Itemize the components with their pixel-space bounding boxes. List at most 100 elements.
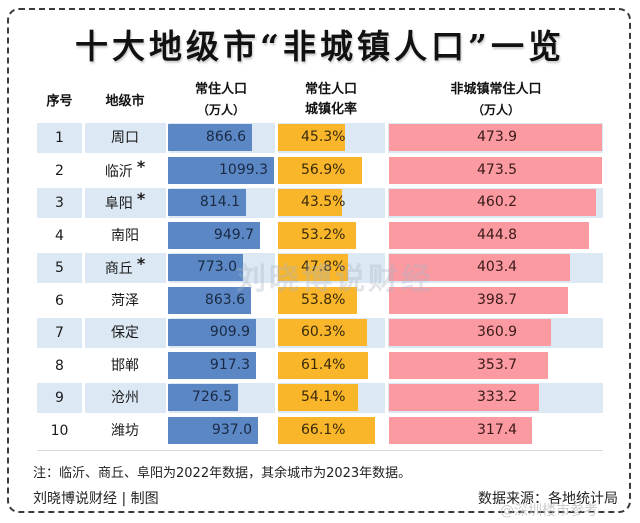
row-seq: 8 bbox=[55, 358, 64, 374]
urbanization-bar: 53.8% bbox=[278, 287, 357, 314]
urbanization-bar: 54.1% bbox=[278, 384, 358, 411]
population-bar: 773.0 bbox=[168, 254, 243, 281]
city-name: 沧州 bbox=[111, 390, 139, 406]
column-separator bbox=[385, 383, 388, 413]
city-name: 潍坊 bbox=[111, 423, 139, 439]
city-name: 保定 bbox=[111, 325, 139, 341]
header-population-line1: 常住人口 bbox=[194, 82, 247, 97]
credit-text: 刘晓博说财经 | 制图 bbox=[33, 491, 159, 507]
non-urban-bar: 460.2 bbox=[389, 189, 596, 216]
column-separator bbox=[385, 253, 388, 283]
header-non-urban-line2: （万人） bbox=[471, 103, 520, 117]
header-urbanization: 常住人口 城镇化率 bbox=[278, 80, 384, 120]
row-city: 沧州 bbox=[84, 383, 166, 413]
column-separator bbox=[275, 383, 278, 413]
column-separator bbox=[166, 188, 169, 218]
asterisk-mark: * bbox=[136, 254, 146, 273]
urbanization-bar: 47.8% bbox=[278, 254, 348, 281]
non-urban-bar: 360.9 bbox=[389, 319, 551, 346]
row-city: 周口 bbox=[84, 123, 166, 153]
non-urban-bar: 398.7 bbox=[389, 287, 568, 314]
row-city: 商丘 * bbox=[84, 253, 166, 284]
population-bar: 937.0 bbox=[168, 417, 258, 444]
watermark-center: 刘晓博说财经 bbox=[236, 262, 434, 297]
header-population-line2: （万人） bbox=[196, 103, 245, 117]
column-separator bbox=[385, 318, 388, 348]
city-name: 菏泽 bbox=[111, 293, 139, 309]
dashed-frame bbox=[7, 8, 631, 513]
column-separator bbox=[385, 188, 388, 218]
city-name: 阜阳 bbox=[104, 196, 133, 212]
non-urban-bar: 444.8 bbox=[389, 222, 589, 249]
urbanization-bar: 61.4% bbox=[278, 352, 368, 379]
row-seq: 6 bbox=[55, 293, 64, 309]
header-city: 地级市 bbox=[84, 92, 166, 112]
population-bar: 917.3 bbox=[168, 352, 256, 379]
population-bar: 909.9 bbox=[168, 319, 256, 346]
table-bottom-divider bbox=[37, 450, 603, 451]
header-seq-label: 序号 bbox=[46, 94, 73, 109]
row-seq: 9 bbox=[55, 390, 64, 406]
asterisk-mark: * bbox=[136, 189, 146, 208]
column-separator bbox=[166, 253, 169, 283]
header-non-urban: 非城镇常住人口 （万人） bbox=[389, 80, 603, 120]
header-urbanization-line1: 常住人口 bbox=[304, 82, 357, 97]
row-city: 邯郸 bbox=[84, 351, 166, 381]
non-urban-bar: 353.7 bbox=[389, 352, 548, 379]
city-name: 临沂 bbox=[104, 164, 133, 180]
city-name: 南阳 bbox=[111, 228, 139, 244]
non-urban-bar: 403.4 bbox=[389, 254, 570, 281]
population-bar: 726.5 bbox=[168, 384, 238, 411]
population-bar: 863.6 bbox=[168, 287, 251, 314]
population-bar: 949.7 bbox=[168, 222, 260, 249]
population-bar: 814.1 bbox=[168, 189, 246, 216]
column-separator bbox=[82, 188, 85, 218]
column-separator bbox=[82, 383, 85, 413]
column-separator bbox=[166, 318, 169, 348]
header-seq: 序号 bbox=[37, 92, 82, 112]
urbanization-bar: 66.1% bbox=[278, 417, 375, 444]
footnote: 注：临沂、商丘、阜阳为2022年数据，其余城市为2023年数据。 bbox=[33, 466, 412, 481]
urbanization-bar: 56.9% bbox=[278, 157, 362, 184]
non-urban-bar: 473.9 bbox=[389, 124, 602, 151]
asterisk-mark: * bbox=[136, 157, 146, 176]
row-city: 菏泽 bbox=[84, 286, 166, 316]
column-separator bbox=[166, 123, 169, 153]
column-separator bbox=[82, 253, 85, 283]
column-separator bbox=[166, 383, 169, 413]
column-separator bbox=[275, 123, 278, 153]
row-seq: 4 bbox=[55, 228, 64, 244]
row-city: 潍坊 bbox=[84, 416, 166, 446]
column-separator bbox=[82, 318, 85, 348]
row-seq: 1 bbox=[55, 130, 64, 146]
column-separator bbox=[82, 123, 85, 153]
row-seq: 10 bbox=[50, 423, 69, 439]
row-city: 阜阳 * bbox=[84, 188, 166, 219]
column-separator bbox=[275, 188, 278, 218]
population-bar: 866.6 bbox=[168, 124, 252, 151]
header-non-urban-line1: 非城镇常住人口 bbox=[450, 82, 542, 97]
non-urban-bar: 317.4 bbox=[389, 417, 532, 444]
column-separator bbox=[275, 253, 278, 283]
page-title: 十大地级市“非城镇人口”一览 bbox=[75, 27, 565, 66]
row-seq: 7 bbox=[55, 325, 64, 341]
header-population: 常住人口 （万人） bbox=[168, 80, 274, 120]
urbanization-bar: 43.5% bbox=[278, 189, 345, 216]
urbanization-bar: 60.3% bbox=[278, 319, 367, 346]
row-city: 临沂 * bbox=[84, 156, 166, 187]
column-separator bbox=[385, 123, 388, 153]
urbanization-bar: 53.2% bbox=[278, 222, 356, 249]
data-source: 数据来源：各地统计局 bbox=[478, 491, 618, 507]
non-urban-bar: 473.5 bbox=[389, 157, 602, 184]
column-separator bbox=[275, 318, 278, 348]
city-name: 邯郸 bbox=[111, 358, 139, 374]
row-seq: 5 bbox=[55, 260, 64, 276]
non-urban-bar: 333.2 bbox=[389, 384, 539, 411]
row-city: 保定 bbox=[84, 318, 166, 348]
row-city: 南阳 bbox=[84, 221, 166, 251]
row-seq: 3 bbox=[55, 195, 64, 211]
watermark-corner: @深圳楼市参考 bbox=[500, 503, 598, 519]
city-name: 周口 bbox=[111, 130, 139, 146]
urbanization-bar: 45.3% bbox=[278, 124, 345, 151]
header-urbanization-line2: 城镇化率 bbox=[304, 102, 357, 117]
